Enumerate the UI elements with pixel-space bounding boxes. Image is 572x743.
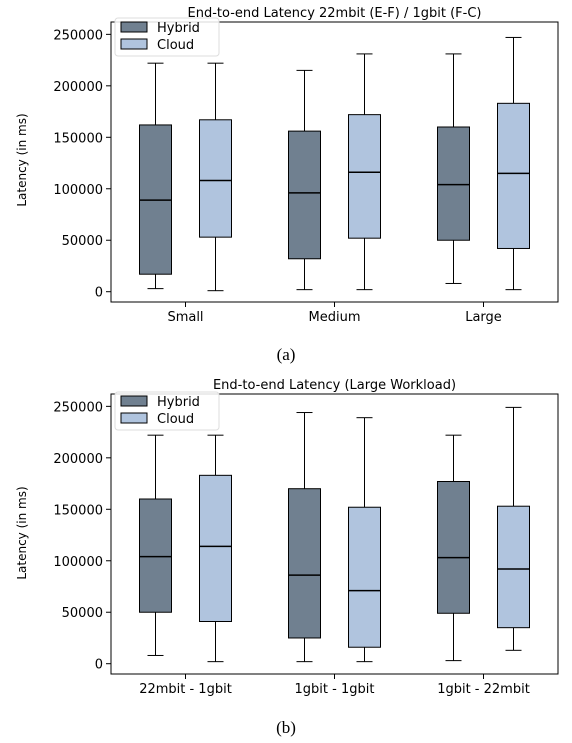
y-tick-label: 200000 [53,452,103,467]
y-axis-label: Latency (in ms) [15,486,29,579]
y-tick-label: 50000 [62,234,103,249]
y-axis-label: Latency (in ms) [15,113,29,206]
box-hybrid-0 [139,62,172,290]
box-iqr [288,488,321,639]
box-hybrid-0 [139,434,172,656]
plot-frame [110,393,559,675]
figure-caption: (b) [276,718,296,737]
box-hybrid-2 [437,53,470,284]
x-tick-label: 1gbit - 1gbit [295,682,375,697]
legend: Hybrid Cloud [114,17,220,57]
x-tick-label: Small [167,310,203,325]
y-tick-label: 150000 [53,503,103,518]
y-tick-label: 250000 [53,400,103,415]
legend-label-hybrid: Hybrid [157,21,200,36]
box-cloud-2 [497,406,530,651]
box-cloud-0 [199,62,232,292]
chart-b: End-to-end Latency (Large Workload) Laten… [15,378,559,737]
x-tick-label: Large [465,310,502,325]
box-iqr [437,481,470,614]
figure-caption: (a) [277,345,296,364]
box-iqr [497,102,530,249]
legend-label-cloud: Cloud [157,38,194,53]
y-tick-label: 50000 [62,606,103,621]
y-tick-label: 100000 [53,183,103,198]
box-hybrid-1 [288,69,321,291]
y-tick-label: 0 [95,286,103,301]
legend-swatch-hybrid [120,395,148,407]
box-hybrid-1 [288,412,321,663]
chart-title: End-to-end Latency 22mbit (E-F) / 1gbit … [188,6,482,21]
box-iqr [199,474,232,622]
y-tick-label: 150000 [53,131,103,146]
box-cloud-2 [497,36,530,291]
box-cloud-1 [348,53,381,291]
legend: Hybrid Cloud [114,391,220,431]
x-tick-label: 1gbit - 22mbit [437,682,530,697]
chart-a: End-to-end Latency 22mbit (E-F) / 1gbit … [15,6,559,364]
box-iqr [139,498,172,613]
box-cloud-1 [348,417,381,663]
box-hybrid-2 [437,434,470,662]
y-tick-label: 100000 [53,555,103,570]
x-tick-label: Medium [309,310,361,325]
box-iqr [348,506,381,648]
legend-label-hybrid: Hybrid [157,395,200,410]
box-iqr [437,126,470,241]
box-cloud-0 [199,434,232,663]
y-tick-label: 0 [95,658,103,673]
legend-swatch-cloud [120,412,148,424]
chart-title: End-to-end Latency (Large Workload) [213,378,456,393]
box-iqr [199,119,232,238]
y-tick-label: 200000 [53,80,103,95]
box-iqr [348,114,381,239]
box-iqr [288,130,321,260]
plot-frame [110,21,559,303]
legend-swatch-cloud [120,38,148,50]
legend-swatch-hybrid [120,21,148,33]
y-tick-label: 250000 [53,28,103,43]
x-tick-label: 22mbit - 1gbit [139,682,232,697]
legend-label-cloud: Cloud [157,412,194,427]
box-iqr [497,505,530,629]
